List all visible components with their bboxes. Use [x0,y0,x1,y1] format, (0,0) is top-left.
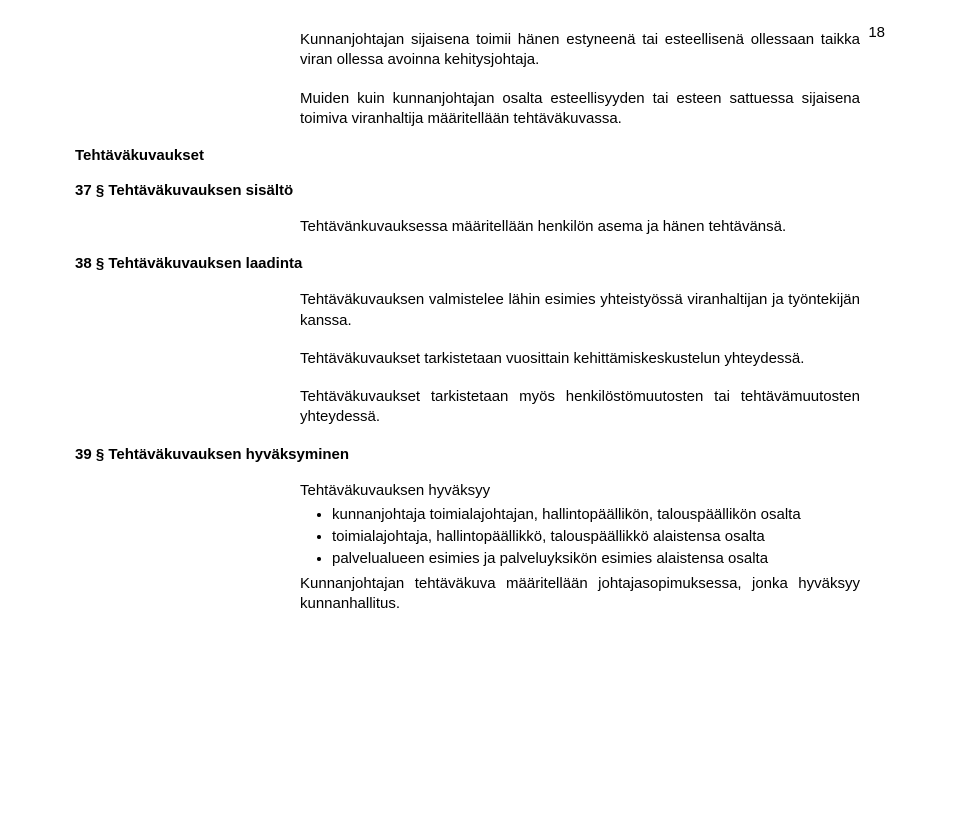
section-38-heading: 38 § Tehtäväkuvauksen laadinta [75,255,860,272]
section-39-bullets: kunnanjohtaja toimialajohtajan, hallinto… [332,505,860,570]
section-38-para-3: Tehtäväkuvaukset tarkistetaan myös henki… [300,387,860,428]
bullet-item: kunnanjohtaja toimialajohtajan, hallinto… [332,505,860,525]
section-39-trailing: Kunnanjohtajan tehtäväkuva määritellään … [300,574,860,615]
bullet-item: toimialajohtaja, hallintopäällikkö, talo… [332,527,860,547]
section-38-body: Tehtäväkuvauksen valmistelee lähin esimi… [300,290,860,427]
document-page: 18 Kunnanjohtajan sijaisena toimii hänen… [0,0,960,835]
section-heading-tehtavakuvaukset: Tehtäväkuvaukset [75,147,860,164]
section-37-heading: 37 § Tehtäväkuvauksen sisältö [75,182,860,199]
section-38-para-2: Tehtäväkuvaukset tarkistetaan vuosittain… [300,349,860,369]
intro-block: Kunnanjohtajan sijaisena toimii hänen es… [300,30,860,129]
section-39-body: Tehtäväkuvauksen hyväksyy kunnanjohtaja … [300,481,860,615]
section-39-lead: Tehtäväkuvauksen hyväksyy [300,481,860,501]
section-37-body: Tehtävänkuvauksessa määritellään henkilö… [300,217,860,237]
section-37-para: Tehtävänkuvauksessa määritellään henkilö… [300,217,860,237]
bullet-item: palvelualueen esimies ja palveluyksikön … [332,549,860,569]
page-number: 18 [868,24,885,41]
intro-para-2: Muiden kuin kunnanjohtajan osalta esteel… [300,89,860,130]
section-38-para-1: Tehtäväkuvauksen valmistelee lähin esimi… [300,290,860,331]
intro-para-1: Kunnanjohtajan sijaisena toimii hänen es… [300,30,860,71]
section-39-heading: 39 § Tehtäväkuvauksen hyväksyminen [75,446,860,463]
